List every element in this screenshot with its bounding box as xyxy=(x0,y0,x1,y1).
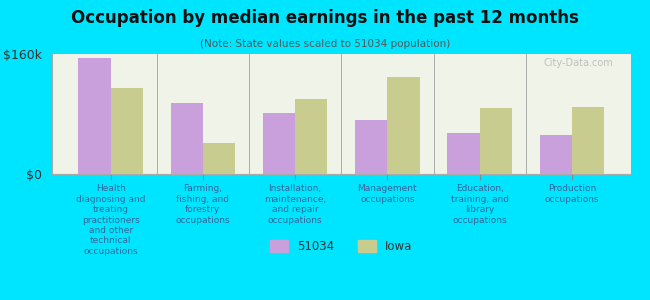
Bar xyxy=(387,76,420,174)
Bar xyxy=(355,120,387,174)
Bar xyxy=(111,88,143,174)
Bar xyxy=(203,142,235,174)
Text: City-Data.com: City-Data.com xyxy=(543,58,613,68)
Bar xyxy=(447,133,480,174)
Legend: 51034, Iowa: 51034, Iowa xyxy=(265,236,417,258)
Bar xyxy=(572,106,604,174)
Bar xyxy=(295,99,328,174)
Bar xyxy=(540,135,572,174)
Bar xyxy=(78,58,111,174)
Text: (Note: State values scaled to 51034 population): (Note: State values scaled to 51034 popu… xyxy=(200,39,450,49)
Bar xyxy=(480,108,512,174)
Bar xyxy=(170,103,203,174)
Bar xyxy=(263,112,295,174)
Text: Occupation by median earnings in the past 12 months: Occupation by median earnings in the pas… xyxy=(71,9,579,27)
